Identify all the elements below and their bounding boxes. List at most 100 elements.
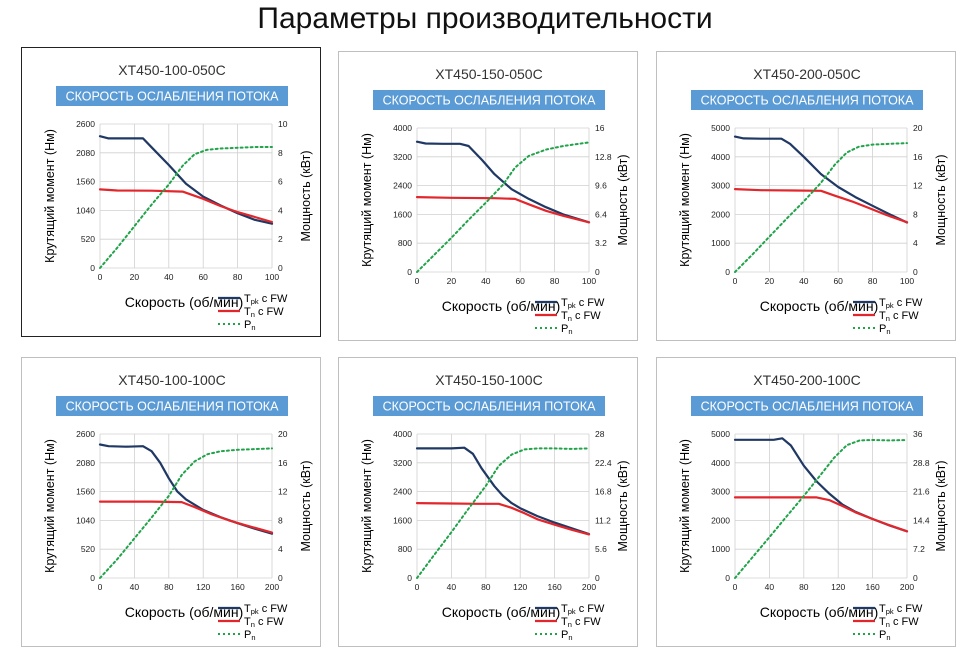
y2-tick-label: 16 bbox=[278, 458, 288, 468]
y2-tick-label: 12 bbox=[913, 181, 923, 191]
y2-axis-label: Мощность (кВт) bbox=[299, 460, 313, 551]
y-tick-label: 2600 bbox=[76, 429, 95, 439]
x-tick-label: 40 bbox=[799, 276, 809, 286]
y-tick-label: 2400 bbox=[393, 181, 412, 191]
y-tick-label: 4000 bbox=[711, 152, 730, 162]
legend-label-tn: Tn с FW bbox=[244, 616, 284, 629]
chart-svg: XT450-200-050C СКОРОСТЬ ОСЛАБЛЕНИЯ ПОТОКА… bbox=[678, 66, 948, 336]
legend-label-tpk: Tpk с FW bbox=[879, 603, 923, 616]
band-label: СКОРОСТЬ ОСЛАБЛЕНИЯ ПОТОКА bbox=[701, 400, 915, 414]
y-tick-label: 3000 bbox=[711, 181, 730, 191]
x-tick-label: 20 bbox=[447, 276, 457, 286]
chart-title: XT450-150-100C bbox=[435, 372, 542, 388]
x-tick-label: 60 bbox=[198, 272, 208, 282]
y2-tick-label: 12 bbox=[278, 487, 288, 497]
y-axis-label: Крутящий момент (Нм) bbox=[360, 133, 374, 267]
chart-svg: XT450-200-100C СКОРОСТЬ ОСЛАБЛЕНИЯ ПОТОКА… bbox=[678, 372, 948, 642]
chart-svg: XT450-100-100C СКОРОСТЬ ОСЛАБЛЕНИЯ ПОТОКА… bbox=[43, 372, 313, 642]
x-tick-label: 200 bbox=[900, 582, 914, 592]
x-tick-label: 160 bbox=[231, 582, 245, 592]
chart-panel-3: XT450-200-050C СКОРОСТЬ ОСЛАБЛЕНИЯ ПОТОКА… bbox=[656, 51, 956, 341]
y2-axis-label: Мощность (кВт) bbox=[616, 154, 630, 245]
x-tick-label: 40 bbox=[447, 582, 457, 592]
x-tick-label: 0 bbox=[733, 582, 738, 592]
y2-tick-label: 4 bbox=[913, 238, 918, 248]
series-line-pn bbox=[416, 447, 590, 579]
x-tick-label: 100 bbox=[582, 276, 596, 286]
series-line-tn bbox=[415, 196, 591, 224]
band-background bbox=[56, 86, 288, 106]
series-line-tpk bbox=[415, 140, 591, 224]
y2-tick-label: 3.2 bbox=[595, 238, 607, 248]
chart-title: XT450-150-050C bbox=[435, 66, 542, 82]
x-tick-label: 40 bbox=[130, 582, 140, 592]
y-axis-label: Крутящий момент (Нм) bbox=[360, 439, 374, 573]
y-tick-label: 1600 bbox=[393, 209, 412, 219]
legend-label-pn: Pn bbox=[244, 629, 256, 642]
y-tick-label: 3200 bbox=[393, 458, 412, 468]
x-tick-label: 160 bbox=[548, 582, 562, 592]
x-tick-label: 200 bbox=[265, 582, 279, 592]
x-tick-label: 200 bbox=[582, 582, 596, 592]
y2-tick-label: 0 bbox=[278, 573, 283, 583]
y-tick-label: 0 bbox=[725, 573, 730, 583]
y-axis-label: Крутящий момент (Нм) bbox=[43, 439, 57, 573]
series-line-tpk bbox=[415, 446, 591, 536]
series-line-pn bbox=[734, 142, 908, 273]
y2-tick-label: 16 bbox=[595, 123, 605, 133]
y-tick-label: 800 bbox=[398, 238, 412, 248]
y2-tick-label: 36 bbox=[913, 429, 923, 439]
y-axis-label: Крутящий момент (Нм) bbox=[678, 439, 692, 573]
chart-title: XT450-100-050C bbox=[118, 62, 225, 78]
series-line-tn bbox=[733, 496, 909, 533]
legend-label-pn: Pn bbox=[561, 629, 573, 642]
y2-axis-label: Мощность (кВт) bbox=[934, 460, 948, 551]
x-tick-label: 40 bbox=[481, 276, 491, 286]
band-background bbox=[691, 90, 923, 110]
band-background bbox=[373, 396, 605, 416]
series-line-tn bbox=[415, 502, 591, 536]
y-tick-label: 520 bbox=[81, 234, 95, 244]
legend-label-pn: Pn bbox=[879, 629, 891, 642]
y2-tick-label: 0 bbox=[595, 573, 600, 583]
x-axis-label: Скорость (об/мин) bbox=[760, 298, 879, 314]
y-tick-label: 3200 bbox=[393, 152, 412, 162]
y-tick-label: 1000 bbox=[711, 544, 730, 554]
legend-label-pn: Pn bbox=[561, 323, 573, 336]
chart-svg: XT450-150-050C СКОРОСТЬ ОСЛАБЛЕНИЯ ПОТОКА… bbox=[360, 66, 630, 336]
legend-label-tn: Tn с FW bbox=[244, 306, 284, 319]
y2-tick-label: 4 bbox=[278, 205, 283, 215]
y2-tick-label: 16 bbox=[913, 152, 923, 162]
x-tick-label: 60 bbox=[515, 276, 525, 286]
chart-panel-1: XT450-100-050C СКОРОСТЬ ОСЛАБЛЕНИЯ ПОТОКА… bbox=[21, 47, 321, 337]
y-tick-label: 4000 bbox=[711, 458, 730, 468]
y2-tick-label: 11.2 bbox=[595, 515, 611, 525]
y-tick-label: 520 bbox=[81, 544, 95, 554]
chart-title: XT450-200-100C bbox=[753, 372, 860, 388]
band-label: СКОРОСТЬ ОСЛАБЛЕНИЯ ПОТОКА bbox=[383, 94, 597, 108]
y-tick-label: 1040 bbox=[76, 515, 95, 525]
y2-tick-label: 2 bbox=[278, 234, 283, 244]
legend-label-tpk: Tpk с FW bbox=[244, 603, 288, 616]
legend-label-tpk: Tpk с FW bbox=[561, 603, 605, 616]
y-tick-label: 800 bbox=[398, 544, 412, 554]
x-tick-label: 40 bbox=[765, 582, 775, 592]
y2-tick-label: 5.6 bbox=[595, 544, 607, 554]
y-tick-label: 0 bbox=[90, 573, 95, 583]
chart-title: XT450-100-100C bbox=[118, 372, 225, 388]
series-line-tn bbox=[733, 188, 909, 224]
band-background bbox=[56, 396, 288, 416]
series-line-tpk bbox=[733, 437, 909, 533]
y2-tick-label: 12.8 bbox=[595, 152, 612, 162]
y2-tick-label: 14.4 bbox=[913, 515, 930, 525]
y-tick-label: 0 bbox=[90, 263, 95, 273]
y2-tick-label: 8 bbox=[278, 515, 283, 525]
y2-tick-label: 8 bbox=[278, 148, 283, 158]
x-tick-label: 120 bbox=[196, 582, 210, 592]
y-tick-label: 0 bbox=[407, 267, 412, 277]
y-axis-label: Крутящий момент (Нм) bbox=[678, 133, 692, 267]
y2-tick-label: 6 bbox=[278, 177, 283, 187]
x-tick-label: 40 bbox=[164, 272, 174, 282]
y2-tick-label: 28.8 bbox=[913, 458, 930, 468]
chart-svg: XT450-150-100C СКОРОСТЬ ОСЛАБЛЕНИЯ ПОТОКА… bbox=[360, 372, 630, 642]
